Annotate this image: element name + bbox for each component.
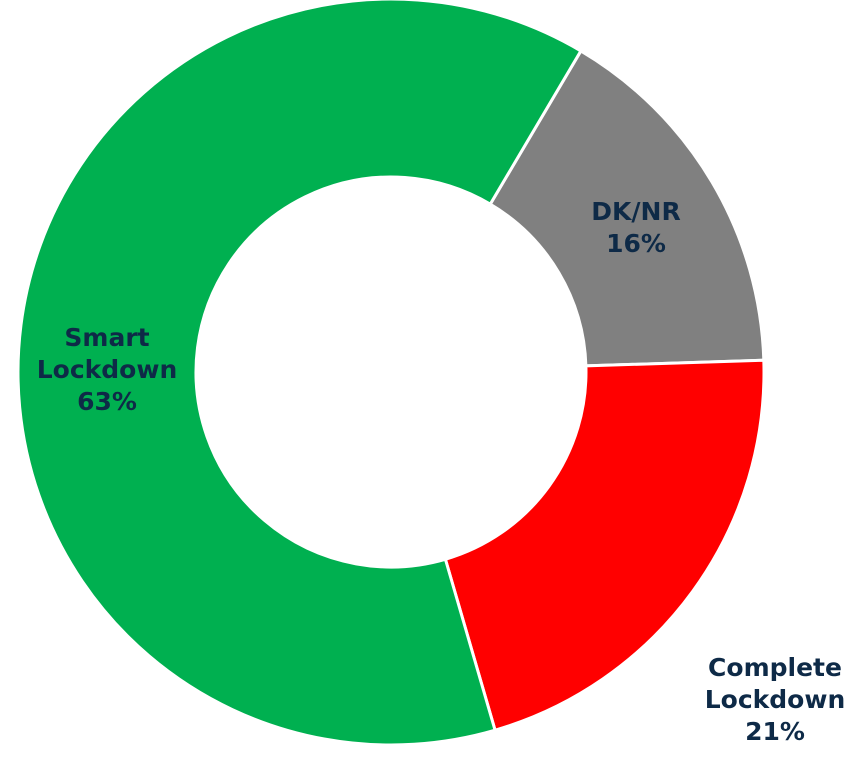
value-label: 16% [606, 229, 666, 258]
donut-slice [16, 0, 583, 747]
value-label: 63% [77, 387, 137, 416]
slice-label: Smart Lockdown 63% [22, 322, 192, 418]
slice-label: Complete Lockdown 21% [695, 652, 855, 748]
category-label: Smart Lockdown [36, 323, 178, 384]
value-label: 21% [745, 717, 805, 746]
slice-label: DK/NR 16% [566, 196, 706, 260]
category-label: Complete Lockdown [704, 653, 846, 714]
donut-slice [488, 48, 766, 368]
donut-slice [443, 358, 766, 733]
category-label: DK/NR [591, 197, 681, 226]
